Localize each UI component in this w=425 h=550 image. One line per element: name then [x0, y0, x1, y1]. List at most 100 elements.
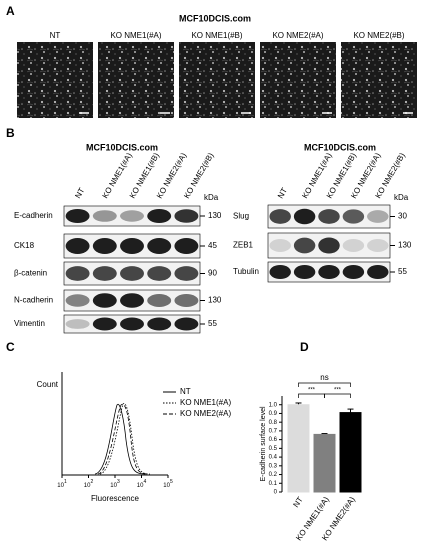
legend-label: KO NME1(#A) — [180, 398, 231, 407]
kda-marker: 130 — [208, 296, 222, 305]
tick-exp: 5 — [170, 479, 173, 485]
band — [269, 265, 291, 279]
panel-label: B — [6, 126, 15, 140]
image-label: NT — [50, 31, 61, 40]
tick-base: 10 — [110, 483, 117, 489]
significance-bracket — [324, 393, 351, 398]
y-tick-label: 0.3 — [269, 463, 278, 469]
x-tick-label: 103 — [110, 479, 120, 488]
axis-label: Fluorescence — [91, 494, 140, 503]
band — [342, 239, 365, 252]
band — [147, 209, 172, 223]
band — [65, 238, 90, 254]
kda-marker: 90 — [208, 269, 217, 278]
y-tick-label: 0.5 — [269, 446, 278, 452]
band — [120, 266, 144, 281]
row-label: Vimentin — [14, 319, 45, 328]
band — [342, 209, 365, 224]
kda-marker: 130 — [208, 211, 222, 220]
band — [367, 265, 389, 279]
band — [174, 294, 199, 307]
significance: *** — [308, 388, 316, 394]
image-label: KO NME1(#A) — [110, 31, 161, 40]
significance: *** — [334, 388, 342, 394]
band — [293, 237, 316, 254]
band — [147, 317, 172, 331]
tick-exp: 3 — [117, 479, 120, 485]
band — [174, 238, 199, 254]
x-tick-label: 102 — [84, 479, 94, 488]
band — [120, 238, 144, 254]
significance: ns — [320, 373, 328, 382]
band — [147, 266, 172, 281]
y-tick-label: 0.2 — [269, 472, 278, 478]
bar — [339, 412, 362, 493]
y-tick-label: 0.7 — [269, 428, 278, 434]
band — [65, 319, 90, 329]
y-tick-label: 0.8 — [269, 420, 278, 426]
tick-exp: 2 — [90, 479, 93, 485]
band — [367, 210, 389, 223]
tick-exp: 4 — [143, 479, 146, 485]
significance-bracket — [298, 382, 351, 387]
image-label: KO NME2(#A) — [272, 31, 323, 40]
band — [342, 265, 365, 279]
x-tick-label: 104 — [137, 479, 147, 488]
band — [65, 294, 90, 307]
band — [174, 209, 199, 223]
x-tick-label: 105 — [163, 479, 173, 488]
bar — [287, 404, 310, 493]
kda-marker: 30 — [398, 212, 407, 221]
blot-title: MCF10DCIS.com — [86, 142, 158, 152]
panel-title: MCF10DCIS.com — [179, 13, 251, 23]
band — [174, 266, 199, 281]
band — [174, 317, 199, 331]
y-tick-label: 0 — [274, 490, 278, 496]
row-label: Slug — [233, 212, 249, 221]
micrograph — [260, 42, 336, 118]
band — [318, 209, 340, 224]
panel-label: C — [6, 340, 15, 354]
band — [120, 317, 144, 331]
y-tick-label: 0.9 — [269, 411, 278, 417]
kda-unit: kDa — [394, 193, 409, 202]
micrograph — [17, 42, 93, 118]
row-label: Tubulin — [233, 267, 259, 276]
band — [147, 238, 172, 254]
band — [92, 293, 117, 308]
category-label: NT — [291, 495, 305, 509]
band — [269, 209, 291, 224]
y-tick-label: 0.6 — [269, 437, 278, 443]
legend-label: KO NME2(#A) — [180, 409, 231, 418]
kda-unit: kDa — [204, 193, 219, 202]
tick-exp: 1 — [64, 479, 67, 485]
histogram-curves — [94, 403, 151, 475]
tick-base: 10 — [57, 483, 64, 489]
band — [120, 293, 144, 308]
lane-label: NT — [276, 186, 289, 200]
row-label: β-catenin — [14, 269, 47, 278]
band — [293, 208, 316, 225]
panel-label: D — [300, 340, 309, 354]
row-label: ZEB1 — [233, 241, 254, 250]
y-tick-label: 0.4 — [269, 455, 278, 461]
kda-marker: 45 — [208, 241, 217, 250]
row-label: E-cadherin — [14, 211, 53, 220]
tick-base: 10 — [137, 483, 144, 489]
kda-marker: 55 — [208, 319, 217, 328]
band — [92, 210, 117, 222]
micrograph — [341, 42, 417, 118]
image-label: KO NME1(#B) — [191, 31, 242, 40]
band — [269, 239, 291, 252]
band — [367, 239, 389, 252]
x-tick-label: 101 — [57, 479, 67, 488]
tick-base: 10 — [163, 483, 170, 489]
band — [318, 265, 340, 279]
micrograph — [179, 42, 255, 118]
kda-marker: 55 — [398, 267, 407, 276]
micrograph — [98, 42, 174, 118]
lane-label: NT — [73, 186, 86, 200]
row-label: N-cadherin — [14, 296, 53, 305]
band — [65, 209, 90, 223]
